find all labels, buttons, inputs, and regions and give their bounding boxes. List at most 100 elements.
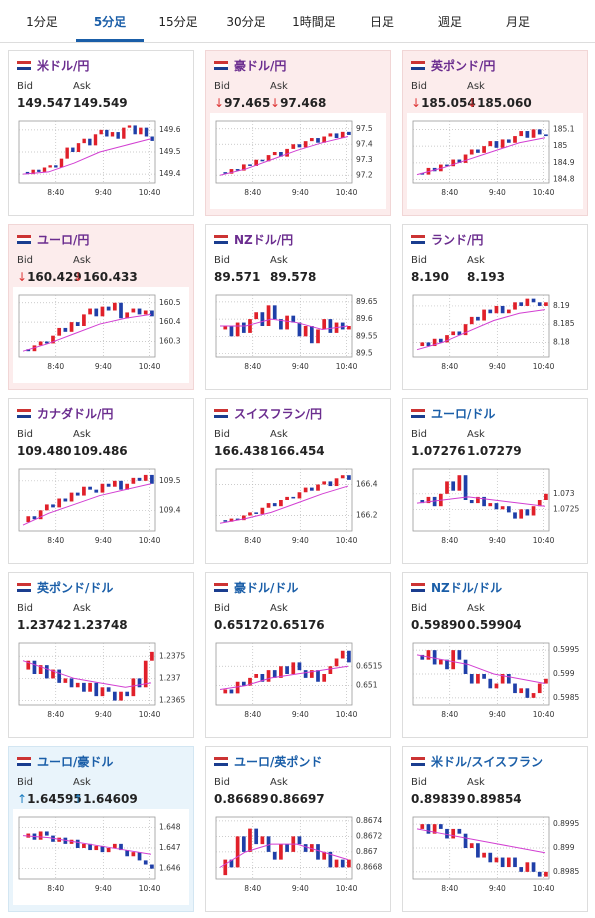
currency-panel[interactable]: 豪ドル/円 Bid Ask ↓97.465 ↓97.468 97.2 97.3 97.4 97.… [205,50,391,216]
timeframe-tab[interactable]: 30分足 [226,15,266,29]
currency-panel[interactable]: 英ポンド/ドル Bid Ask 1.23742 1.23748 1.2365 1.237 1.… [8,572,194,738]
mini-chart: 1.0725 1.073 8:40 9:40 10:40 [412,468,579,545]
timeframe-tab[interactable]: 1分足 [26,15,58,29]
pair-name: カナダドル/円 [37,407,114,421]
currency-panel[interactable]: 米ドル/スイスフラン Bid Ask 0.89839 0.89854 0.8985 0.89… [402,746,588,912]
bid-number: 97.465 [224,96,271,110]
candle [531,506,536,516]
mini-chart: 1.646 1.647 1.648 8:40 9:40 10:40 [13,809,189,905]
candle [340,131,345,139]
pair-name: 英ポンド/ドル [37,581,114,595]
y-tick-label: 97.4 [356,139,373,148]
currency-panel[interactable]: 米ドル/円 Bid Ask 149.547 149.549 149.4 149.5 149.6… [8,50,194,216]
mini-chart: 97.2 97.3 97.4 97.5 8:40 9:40 10:40 [210,113,386,209]
candle [106,848,111,853]
candle [531,298,536,303]
bid-number: 8.190 [411,270,449,284]
currency-panel[interactable]: ユーロ/豪ドル Bid Ask ↑1.64595 ↑1.64609 1.646 1.647 1… [8,746,194,912]
timeframe-tab[interactable]: 1時間足 [292,15,336,29]
currency-panel[interactable]: NZドル/円 Bid Ask 89.571 89.578 89.5 89.55 89.6 89.… [205,224,391,390]
y-tick-label: 184.8 [553,175,575,184]
flag-icon [411,235,425,244]
candle [119,302,123,319]
candle [506,309,511,314]
timeframe-tab[interactable]: 週足 [437,15,462,29]
candle [285,666,289,674]
y-tick-label: 0.8995 [553,819,579,828]
bid-value: 89.571 [214,270,260,284]
mini-chart: 166.2 166.4 8:40 9:40 10:40 [215,468,378,545]
currency-panel[interactable]: ユーロ/英ポンド Bid Ask 0.86689 0.86697 0.8668 0.867 0… [205,746,391,912]
candle [260,836,265,845]
bid-number: 0.86689 [214,792,269,806]
x-tick-label: 8:40 [244,362,261,371]
candle [519,131,524,137]
flag-icon [214,235,228,244]
y-tick-label: 89.6 [356,314,373,323]
ask-label: Ask [270,777,288,788]
currency-panel[interactable]: NZドル/ドル Bid Ask 0.59890 0.59904 0.5985 0.599 0.… [402,572,588,738]
candle [229,169,234,174]
ask-number: 1.64609 [83,792,138,806]
candle [463,324,468,336]
ask-number: 149.549 [73,96,128,110]
currency-panel[interactable]: カナダドル/円 Bid Ask 109.480 109.486 109.4 109.5 8:4… [8,398,194,564]
candle [112,480,117,487]
ask-number: 0.59904 [467,618,522,632]
currency-panel[interactable]: スイスフラン/円 Bid Ask 166.438 166.454 166.2 166.4 8:… [205,398,391,564]
x-tick-label: 9:40 [489,884,506,893]
candle [131,308,136,313]
x-tick-label: 9:40 [489,536,506,545]
mini-chart: 149.4 149.5 149.6 8:40 9:40 10:40 [18,120,181,197]
mini-chart: 160.3 160.4 160.5 8:40 9:40 10:40 [13,287,189,383]
bid-label: Bid [411,603,427,614]
ask-value: ↓160.433 [73,270,138,284]
bid-label: Bid [17,603,33,614]
x-tick-label: 8:40 [244,884,261,893]
timeframe-tab[interactable]: 15分足 [158,15,198,29]
candle [469,149,474,155]
candle [347,326,351,330]
candle [88,308,92,315]
timeframe-tab[interactable]: 月足 [505,15,530,29]
candle [513,302,517,310]
y-tick-label: 149.5 [159,147,181,156]
candle [229,326,234,337]
currency-panel[interactable]: ランド/円 Bid Ask 8.190 8.193 8.18 8.185 8.19 8:40 9:… [402,224,588,390]
candle [131,678,136,697]
candle [76,143,81,152]
candle [488,852,493,863]
timeframe-tab[interactable]: 日足 [369,15,394,29]
x-tick-label: 8:40 [441,362,458,371]
currency-panel[interactable]: ユーロ/円 Bid Ask ↓160.429 ↓160.433 160.3 160.4 160… [8,224,194,390]
trend-arrow: ↓ [467,96,478,110]
x-tick-label: 10:40 [336,536,358,545]
candle [82,314,86,326]
trend-arrow: ↓ [214,96,225,110]
candle [476,316,480,321]
pair-name: NZドル/ドル [431,581,503,595]
candle [51,504,55,508]
candle [438,824,443,829]
chart-background [407,113,583,209]
candle [451,481,456,491]
candle [229,518,234,522]
flag-icon [17,409,31,418]
candle [328,133,333,137]
candle [488,678,493,689]
candle [137,477,142,481]
candle [500,857,505,868]
candle [291,315,296,323]
ask-value: ↑1.64609 [73,792,138,806]
timeframe-tab[interactable]: 5分足 [76,0,144,42]
plot-frame [18,294,156,358]
currency-panel[interactable]: 豪ドル/ドル Bid Ask 0.65172 0.65176 0.651 0.6515 8:4… [205,572,391,738]
x-tick-label: 8:40 [47,362,64,371]
currency-panel[interactable]: 英ポンド/円 Bid Ask ↓185.054 ↓185.060 184.8 184.9 18… [402,50,588,216]
candle [82,843,86,848]
bid-label: Bid [214,777,230,788]
candle [150,651,154,661]
currency-panel[interactable]: ユーロ/ドル Bid Ask 1.07276 1.07279 1.0725 1.073 8:4… [402,398,588,564]
x-tick-label: 10:40 [336,362,358,371]
ask-number: 89.578 [270,270,317,284]
